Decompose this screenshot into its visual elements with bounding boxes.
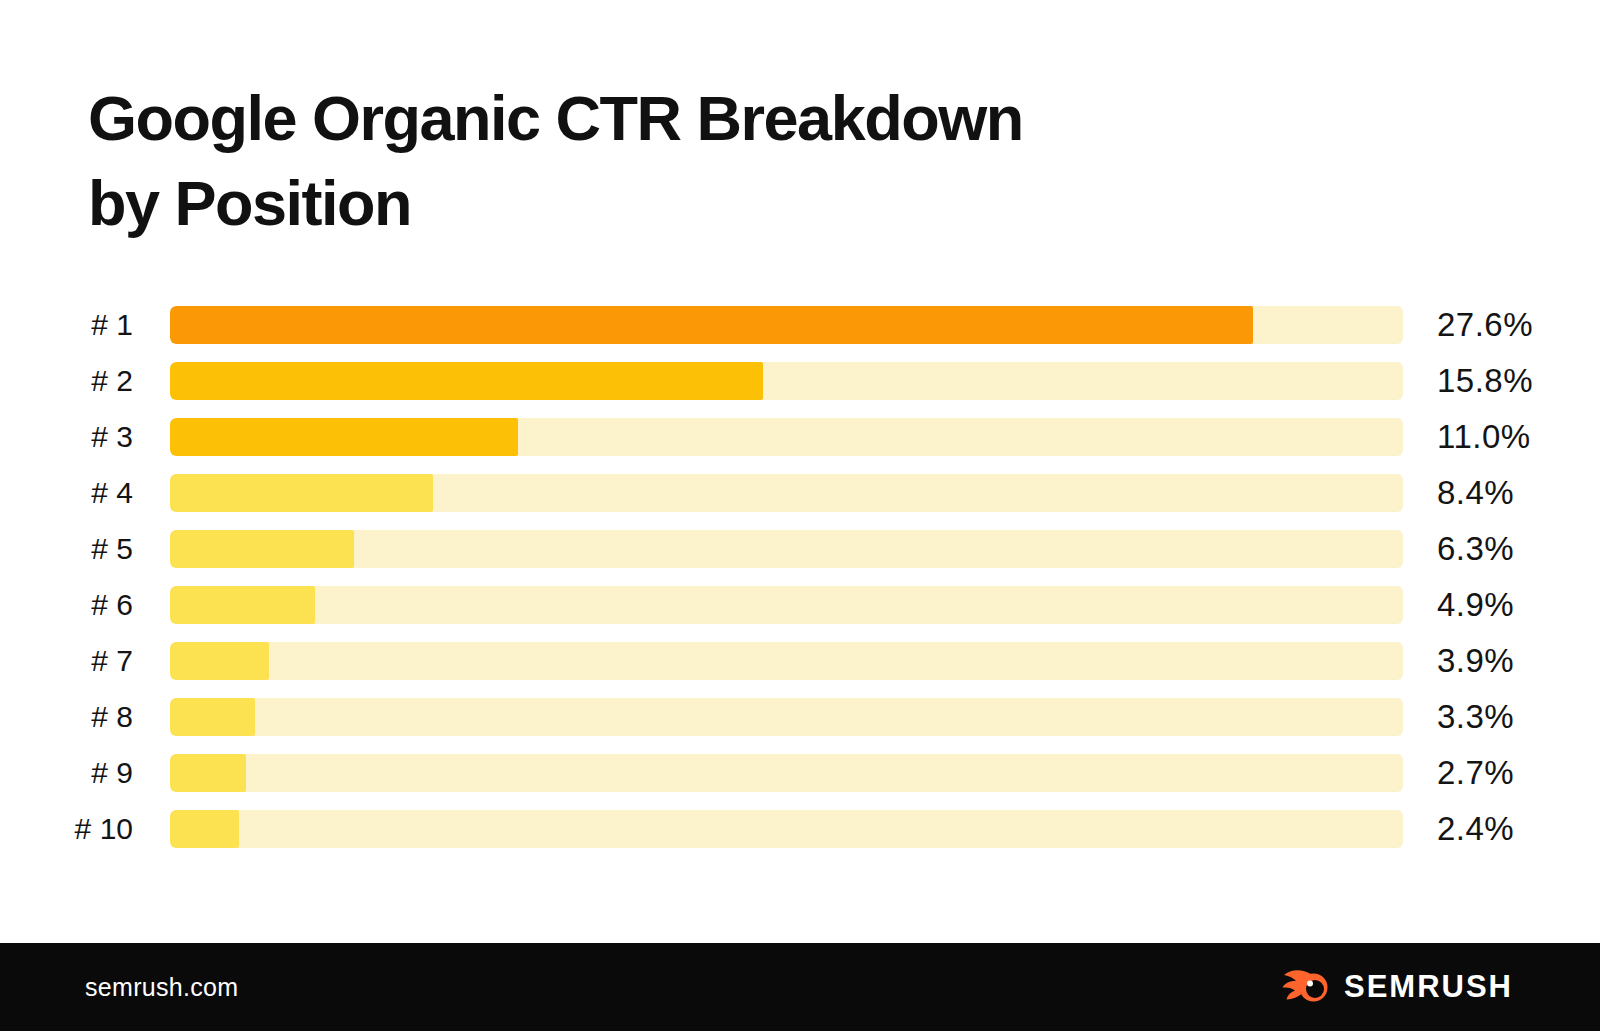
chart-row: # 5 6.3% [0,530,1600,568]
semrush-logo: SEMRUSH [1282,966,1513,1008]
bar-fill [170,754,246,792]
chart-row: # 6 4.9% [0,586,1600,624]
chart-row: # 1 27.6% [0,306,1600,344]
bar-fill [170,362,763,400]
ctr-value: 4.9% [1437,586,1514,624]
bar-track [170,810,1403,848]
title-line-2: by Position [88,161,1023,246]
bar-track [170,418,1403,456]
footer: semrush.com SEMRUSH [0,943,1600,1031]
position-label: # 7 [0,644,133,678]
ctr-value: 27.6% [1437,306,1533,344]
semrush-wordmark: SEMRUSH [1344,969,1513,1005]
ctr-bar-chart: # 1 27.6% # 2 15.8% # 3 11.0% # 4 [0,306,1600,866]
bar-fill [170,586,315,624]
title-line-1: Google Organic CTR Breakdown [88,76,1023,161]
position-label: # 1 [0,308,133,342]
bar-fill [170,306,1253,344]
ctr-value: 3.9% [1437,642,1514,680]
ctr-value: 6.3% [1437,530,1514,568]
chart-row: # 10 2.4% [0,810,1600,848]
bar-fill [170,698,255,736]
ctr-value: 15.8% [1437,362,1533,400]
bar-track [170,586,1403,624]
bar-track [170,306,1403,344]
chart-row: # 4 8.4% [0,474,1600,512]
position-label: # 9 [0,756,133,790]
ctr-value: 2.4% [1437,810,1514,848]
position-label: # 3 [0,420,133,454]
position-label: # 4 [0,476,133,510]
ctr-value: 2.7% [1437,754,1514,792]
bar-fill [170,810,239,848]
bar-track [170,698,1403,736]
bar-fill [170,418,518,456]
bar-fill [170,642,269,680]
position-label: # 8 [0,700,133,734]
ctr-value: 8.4% [1437,474,1514,512]
chart-row: # 8 3.3% [0,698,1600,736]
position-label: # 6 [0,588,133,622]
position-label: # 5 [0,532,133,566]
position-label: # 10 [0,812,133,846]
semrush-flame-icon [1282,966,1332,1008]
ctr-value: 3.3% [1437,698,1514,736]
bar-track [170,474,1403,512]
bar-track [170,642,1403,680]
ctr-value: 11.0% [1437,418,1531,456]
chart-row: # 3 11.0% [0,418,1600,456]
bar-track [170,530,1403,568]
position-label: # 2 [0,364,133,398]
bar-track [170,362,1403,400]
bar-track [170,754,1403,792]
chart-row: # 7 3.9% [0,642,1600,680]
bar-fill [170,474,433,512]
bar-fill [170,530,354,568]
footer-website-url: semrush.com [85,973,238,1002]
chart-row: # 9 2.7% [0,754,1600,792]
chart-row: # 2 15.8% [0,362,1600,400]
page-title: Google Organic CTR Breakdown by Position [88,76,1023,246]
infographic-page: Google Organic CTR Breakdown by Position… [0,0,1600,1031]
